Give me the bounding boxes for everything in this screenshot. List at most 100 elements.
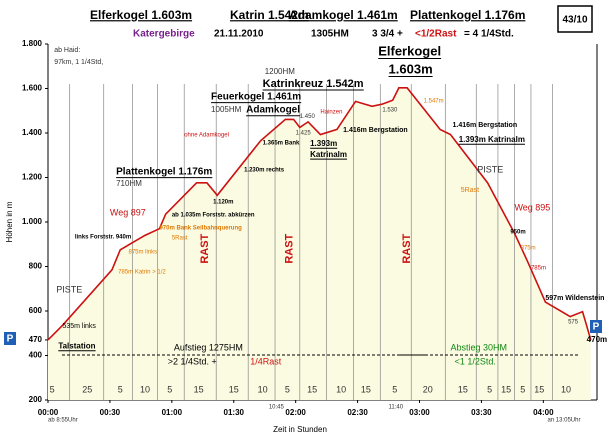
x-tick-label: 00:00	[38, 408, 59, 417]
rest-time: <1/2Rast	[415, 29, 457, 40]
x-tick-label: 04:00	[533, 408, 554, 417]
x-tick-label: 03:30	[471, 408, 492, 417]
y-tick-label: 200	[29, 395, 43, 404]
annotation: Weg 897	[110, 207, 146, 217]
annotation: 1.365m Bank	[263, 141, 300, 147]
duration-label: 5	[520, 384, 525, 394]
duration-label: 15	[534, 384, 544, 394]
duration-label: 10	[140, 384, 150, 394]
annotation: 1.393m Katrinalm	[459, 135, 525, 144]
annotation: Hainzen	[320, 110, 342, 116]
number-box	[557, 5, 593, 33]
annotation: >2 1/4Std. +	[168, 356, 217, 366]
y-tick-label: 400	[29, 351, 43, 360]
annotation: 10:45	[269, 404, 285, 410]
annotation: Abstieg 30HM	[450, 342, 507, 352]
annotation: RAST	[401, 233, 413, 263]
annotation: 875m links	[128, 250, 157, 256]
duration-label: 5	[167, 384, 172, 394]
annotation: RAST	[199, 233, 211, 263]
y-tick-label: 1.600	[22, 84, 43, 93]
annotation: 97km, 1 1/4Std,	[54, 59, 103, 66]
annotation: Plattenkogel 1.176m	[116, 167, 212, 178]
y-tick-label: 800	[29, 262, 43, 271]
annotation: <1 1/2Std.	[455, 356, 496, 366]
annotation: 1.603m	[389, 61, 433, 76]
annotation: 785m Katrin > 1/2	[118, 270, 166, 276]
annotation: 710HM	[116, 179, 142, 188]
annotation: Weg 895	[514, 202, 550, 212]
duration-label: 15	[229, 384, 239, 394]
parking-label: P	[593, 322, 600, 333]
time: 3 3/4 +	[372, 29, 403, 40]
annotation: 535m links	[62, 323, 96, 330]
x-tick-label: 03:00	[409, 408, 430, 417]
plot: 200 400 470 600 800 1.000 1.200 1.400 1.600 1.800…	[22, 39, 607, 423]
y-tick-label: 1.000	[22, 217, 43, 226]
annotation: ohne Adamkogel	[184, 133, 229, 139]
duration-label: 5	[392, 384, 397, 394]
annotation: 1.530	[382, 108, 398, 114]
annotation: PISTE	[56, 284, 82, 294]
x-tick-label: 02:00	[285, 408, 306, 417]
annotation: Adamkogel	[246, 105, 300, 116]
annotation: ab Haid:	[54, 47, 80, 54]
area	[48, 87, 591, 401]
annotation: 1.425	[296, 131, 312, 137]
parking-sign	[4, 332, 16, 345]
x-tick-label: 02:30	[347, 408, 368, 417]
duration-label: 5	[285, 384, 290, 394]
y-tick-label: 470	[29, 335, 43, 344]
annotation: 970m Bank Seilbahnquerung	[159, 226, 242, 232]
annotation: an 13:05Uhr	[547, 418, 580, 424]
duration-label: 15	[194, 384, 204, 394]
duration-label: 15	[361, 384, 371, 394]
annotation: Elferkogel	[378, 43, 441, 58]
annotation: RAST	[283, 233, 295, 263]
parking-sign	[590, 320, 602, 333]
annotation: Talstation	[58, 342, 95, 351]
parking-label: P	[7, 334, 14, 345]
header-peak: Elferkogel 1.603m	[90, 8, 192, 22]
annotation: Katrinkreuz 1.542m	[263, 78, 364, 90]
tour-number: 43/10	[562, 15, 587, 26]
ascent: 1305HM	[311, 29, 349, 40]
total-time: = 4 1/4Std.	[464, 29, 514, 40]
annotation: ab 8:55Uhr	[48, 418, 78, 424]
duration-label: 20	[423, 384, 433, 394]
annotation: 1200HM	[265, 67, 296, 76]
header-peak: Plattenkogel 1.176m	[410, 8, 525, 22]
annotation: 11:40	[389, 404, 404, 410]
date: 21.11.2010	[214, 29, 264, 40]
y-tick-label: 1.800	[22, 39, 43, 48]
annotation: 1.450	[300, 114, 316, 120]
annotation: ab 1.035m Forststr. abkürzen	[172, 213, 255, 219]
duration-label: 10	[258, 384, 268, 394]
annotation: 5Rast	[461, 187, 479, 194]
duration-label: 10	[336, 384, 346, 394]
header-peak: Adamkogel 1.461m	[289, 8, 398, 22]
profile-line	[47, 87, 592, 341]
annotation: Katrinalm	[310, 150, 347, 159]
duration-label: 15	[501, 384, 511, 394]
annotation: 1.547m	[424, 99, 444, 105]
annotation: 1.393m	[310, 139, 337, 148]
annotation: links Forststr. 940m	[75, 235, 131, 241]
annotation: 875m	[521, 246, 536, 252]
y-axis-label: Höhen in m	[5, 201, 14, 242]
annotation: 785m	[531, 266, 546, 272]
header-peak: Katrin 1.542m	[230, 8, 309, 22]
annotation: 597m Wildenstein	[545, 295, 604, 302]
region: Katergebirge	[133, 29, 195, 40]
duration-label: 10	[561, 384, 571, 394]
annotation: 1.416m Bergstation	[343, 127, 408, 134]
duration-label: 15	[458, 384, 468, 394]
y-tick-label: 600	[29, 306, 43, 315]
annotation: 1005HM	[211, 105, 242, 114]
duration-label: 5	[487, 384, 492, 394]
annotation: Aufstieg 1275HM	[174, 342, 243, 352]
x-tick-label: 00:30	[100, 408, 121, 417]
annotation: 1.230m rechts	[244, 168, 285, 174]
annotation: 470m	[587, 335, 607, 344]
